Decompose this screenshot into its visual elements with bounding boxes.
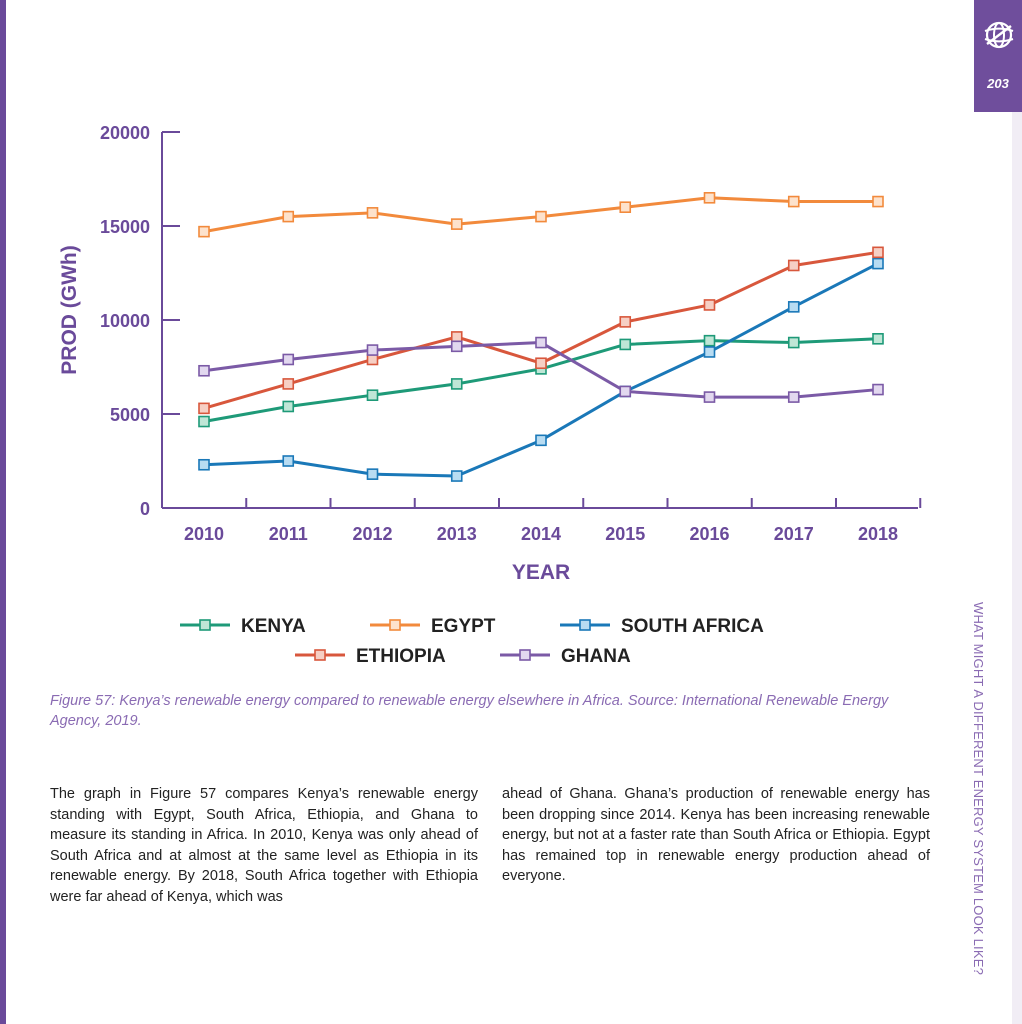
data-point-ghana — [535, 336, 547, 349]
data-point-kenya — [703, 334, 716, 347]
data-point-egypt — [703, 192, 716, 204]
chart-legend: KENYA EGYPT SOUTH AFRICA ETHIOPIA GHANA — [180, 616, 764, 667]
data-point-egypt — [366, 207, 379, 219]
data-point-kenya — [282, 400, 295, 413]
data-point-ethiopia — [198, 402, 210, 415]
data-point-south-africa — [450, 470, 463, 482]
data-point-ethiopia — [703, 299, 716, 311]
data-point-egypt — [282, 210, 295, 223]
left-margin-rule — [0, 0, 6, 1024]
data-point-kenya — [450, 378, 463, 390]
body-text-column-2: ahead of Ghana. Ghana’s production of re… — [502, 786, 930, 884]
data-point-ethiopia — [619, 316, 632, 328]
data-point-ethiopia — [366, 353, 379, 366]
data-point-kenya — [872, 332, 884, 345]
side-strip — [1012, 112, 1022, 1024]
y-tick-label: 5000 — [110, 405, 150, 425]
legend-label-south-africa: SOUTH AFRICA — [621, 616, 764, 637]
data-point-ghana — [619, 385, 632, 398]
legend-marker-kenya — [199, 619, 211, 631]
legend-label-kenya: KENYA — [241, 616, 306, 637]
data-point-egypt — [619, 201, 632, 213]
legend-label-ghana: GHANA — [561, 646, 631, 667]
data-point-ethiopia — [872, 246, 884, 259]
data-point-kenya — [619, 338, 632, 351]
globe-icon — [984, 21, 1014, 49]
page-tab — [974, 0, 1022, 112]
legend-marker-south-africa — [579, 619, 591, 631]
y-tick-label: 15000 — [100, 217, 150, 237]
data-point-ghana — [872, 383, 884, 396]
data-point-egypt — [787, 195, 800, 208]
legend-marker-egypt — [389, 619, 401, 631]
page-number: 203 — [987, 76, 1009, 91]
chart-axes: 0 5000 10000 15000 20000 2010 2011 2012 2013 2014… — [58, 123, 922, 584]
chapter-side-title: WHAT MIGHT A DIFFERENT ENERGY SYSTEM LOO… — [971, 602, 986, 975]
x-axis-label: YEAR — [512, 561, 570, 584]
data-point-ghana — [450, 340, 463, 353]
data-point-egypt — [535, 210, 547, 223]
data-point-kenya — [198, 415, 210, 428]
data-point-egypt — [872, 195, 884, 208]
line-chart: 0 5000 10000 15000 20000 2010 2011 2012 2013 2014… — [58, 123, 922, 667]
legend-marker-ethiopia — [314, 649, 326, 661]
x-tick-label: 2012 — [352, 524, 392, 544]
series-line-ethiopia — [203, 250, 879, 410]
legend-marker-ghana — [519, 649, 531, 661]
y-tick-label: 20000 — [100, 123, 150, 143]
body-text-column-1: The graph in Figure 57 compares Kenya’s … — [50, 786, 478, 905]
data-point-ghana — [198, 364, 210, 377]
data-point-ethiopia — [450, 331, 463, 343]
data-point-kenya — [366, 389, 379, 402]
x-tick-label: 2014 — [521, 524, 561, 544]
data-point-egypt — [198, 225, 210, 238]
legend-label-egypt: EGYPT — [431, 616, 496, 637]
data-point-south-africa — [535, 434, 547, 447]
x-tick-label: 2015 — [605, 524, 645, 544]
figure-caption: Figure 57: Kenya’s renewable energy comp… — [50, 693, 889, 729]
data-point-ghana — [366, 344, 379, 356]
data-point-ghana — [787, 391, 800, 403]
x-tick-label: 2018 — [858, 524, 898, 544]
data-point-south-africa — [198, 458, 210, 471]
data-point-ethiopia — [282, 378, 295, 390]
data-point-south-africa — [703, 346, 716, 358]
y-axis-label: PROD (GWh) — [58, 245, 81, 374]
data-point-ethiopia — [535, 357, 547, 370]
data-point-kenya — [787, 336, 800, 349]
data-point-south-africa — [366, 468, 379, 480]
y-tick-label: 10000 — [100, 311, 150, 331]
x-tick-label: 2010 — [184, 524, 224, 544]
data-point-south-africa — [872, 257, 884, 270]
legend-label-ethiopia: ETHIOPIA — [356, 646, 446, 667]
data-point-ethiopia — [787, 259, 800, 272]
data-point-ghana — [703, 391, 716, 403]
x-tick-label: 2011 — [269, 524, 308, 544]
chart-series — [198, 192, 884, 482]
x-tick-label: 2013 — [437, 524, 477, 544]
x-tick-label: 2016 — [689, 524, 729, 544]
data-point-ghana — [282, 353, 295, 366]
x-tick-label: 2017 — [774, 524, 814, 544]
data-point-south-africa — [282, 455, 295, 467]
data-point-egypt — [450, 218, 463, 230]
data-point-south-africa — [787, 301, 800, 313]
y-tick-label: 0 — [140, 499, 150, 519]
